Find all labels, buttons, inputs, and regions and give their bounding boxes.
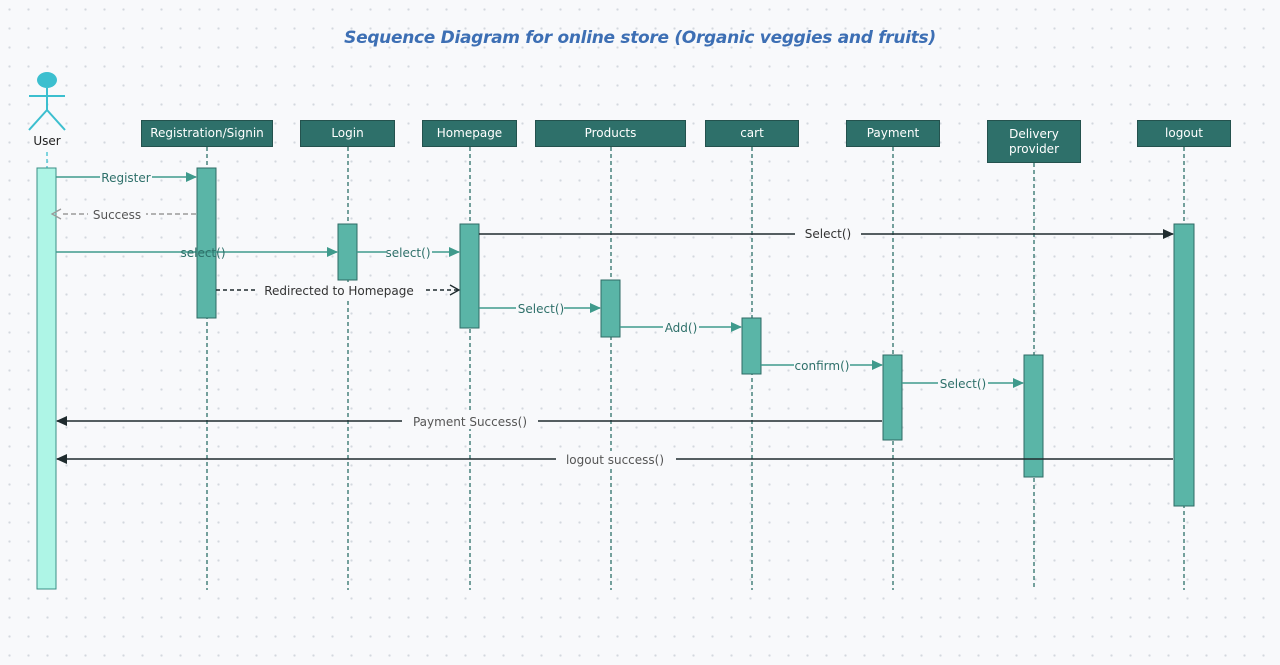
message-label-success: Success (93, 208, 141, 222)
message-label-select-homepage-logout: Select() (805, 227, 851, 241)
lifeline-header-homepage: Homepage (422, 120, 517, 147)
lifeline-header-login: Login (300, 120, 395, 147)
lifeline-header-products: Products (535, 120, 686, 147)
message-label-add: Add() (665, 321, 698, 335)
lifeline-header-logout: logout (1137, 120, 1231, 147)
message-label-redirected: Redirected to Homepage (264, 284, 414, 298)
message-label-register: Register (101, 171, 150, 185)
message-label-select-user-login: select() (180, 246, 225, 260)
message-label-confirm: confirm() (795, 359, 850, 373)
activation-registration (196, 167, 217, 319)
message-label-select-delivery: Select() (940, 377, 986, 391)
lifeline-header-cart: cart (705, 120, 799, 147)
activation-payment (882, 354, 903, 441)
activation-homepage (459, 223, 480, 329)
message-label-logout-success: logout success() (566, 453, 664, 467)
activation-delivery (1023, 354, 1044, 478)
actor-label-user: User (33, 134, 61, 148)
diagram-title: Sequence Diagram for online store (Organ… (344, 28, 936, 48)
lifeline-header-payment: Payment (846, 120, 940, 147)
message-label-select-login-homepage: select() (385, 246, 430, 260)
activation-cart (741, 317, 762, 375)
activation-user (36, 167, 57, 590)
lifeline-header-registration: Registration/Signin (141, 120, 273, 147)
activation-logout (1173, 223, 1195, 507)
activation-products (600, 279, 621, 338)
message-label-payment-success: Payment Success() (413, 415, 527, 429)
lifeline-header-delivery: Delivery provider (987, 120, 1081, 163)
message-label-select-products: Select() (518, 302, 564, 316)
user-actor-icon (28, 72, 66, 131)
activation-login (337, 223, 358, 281)
